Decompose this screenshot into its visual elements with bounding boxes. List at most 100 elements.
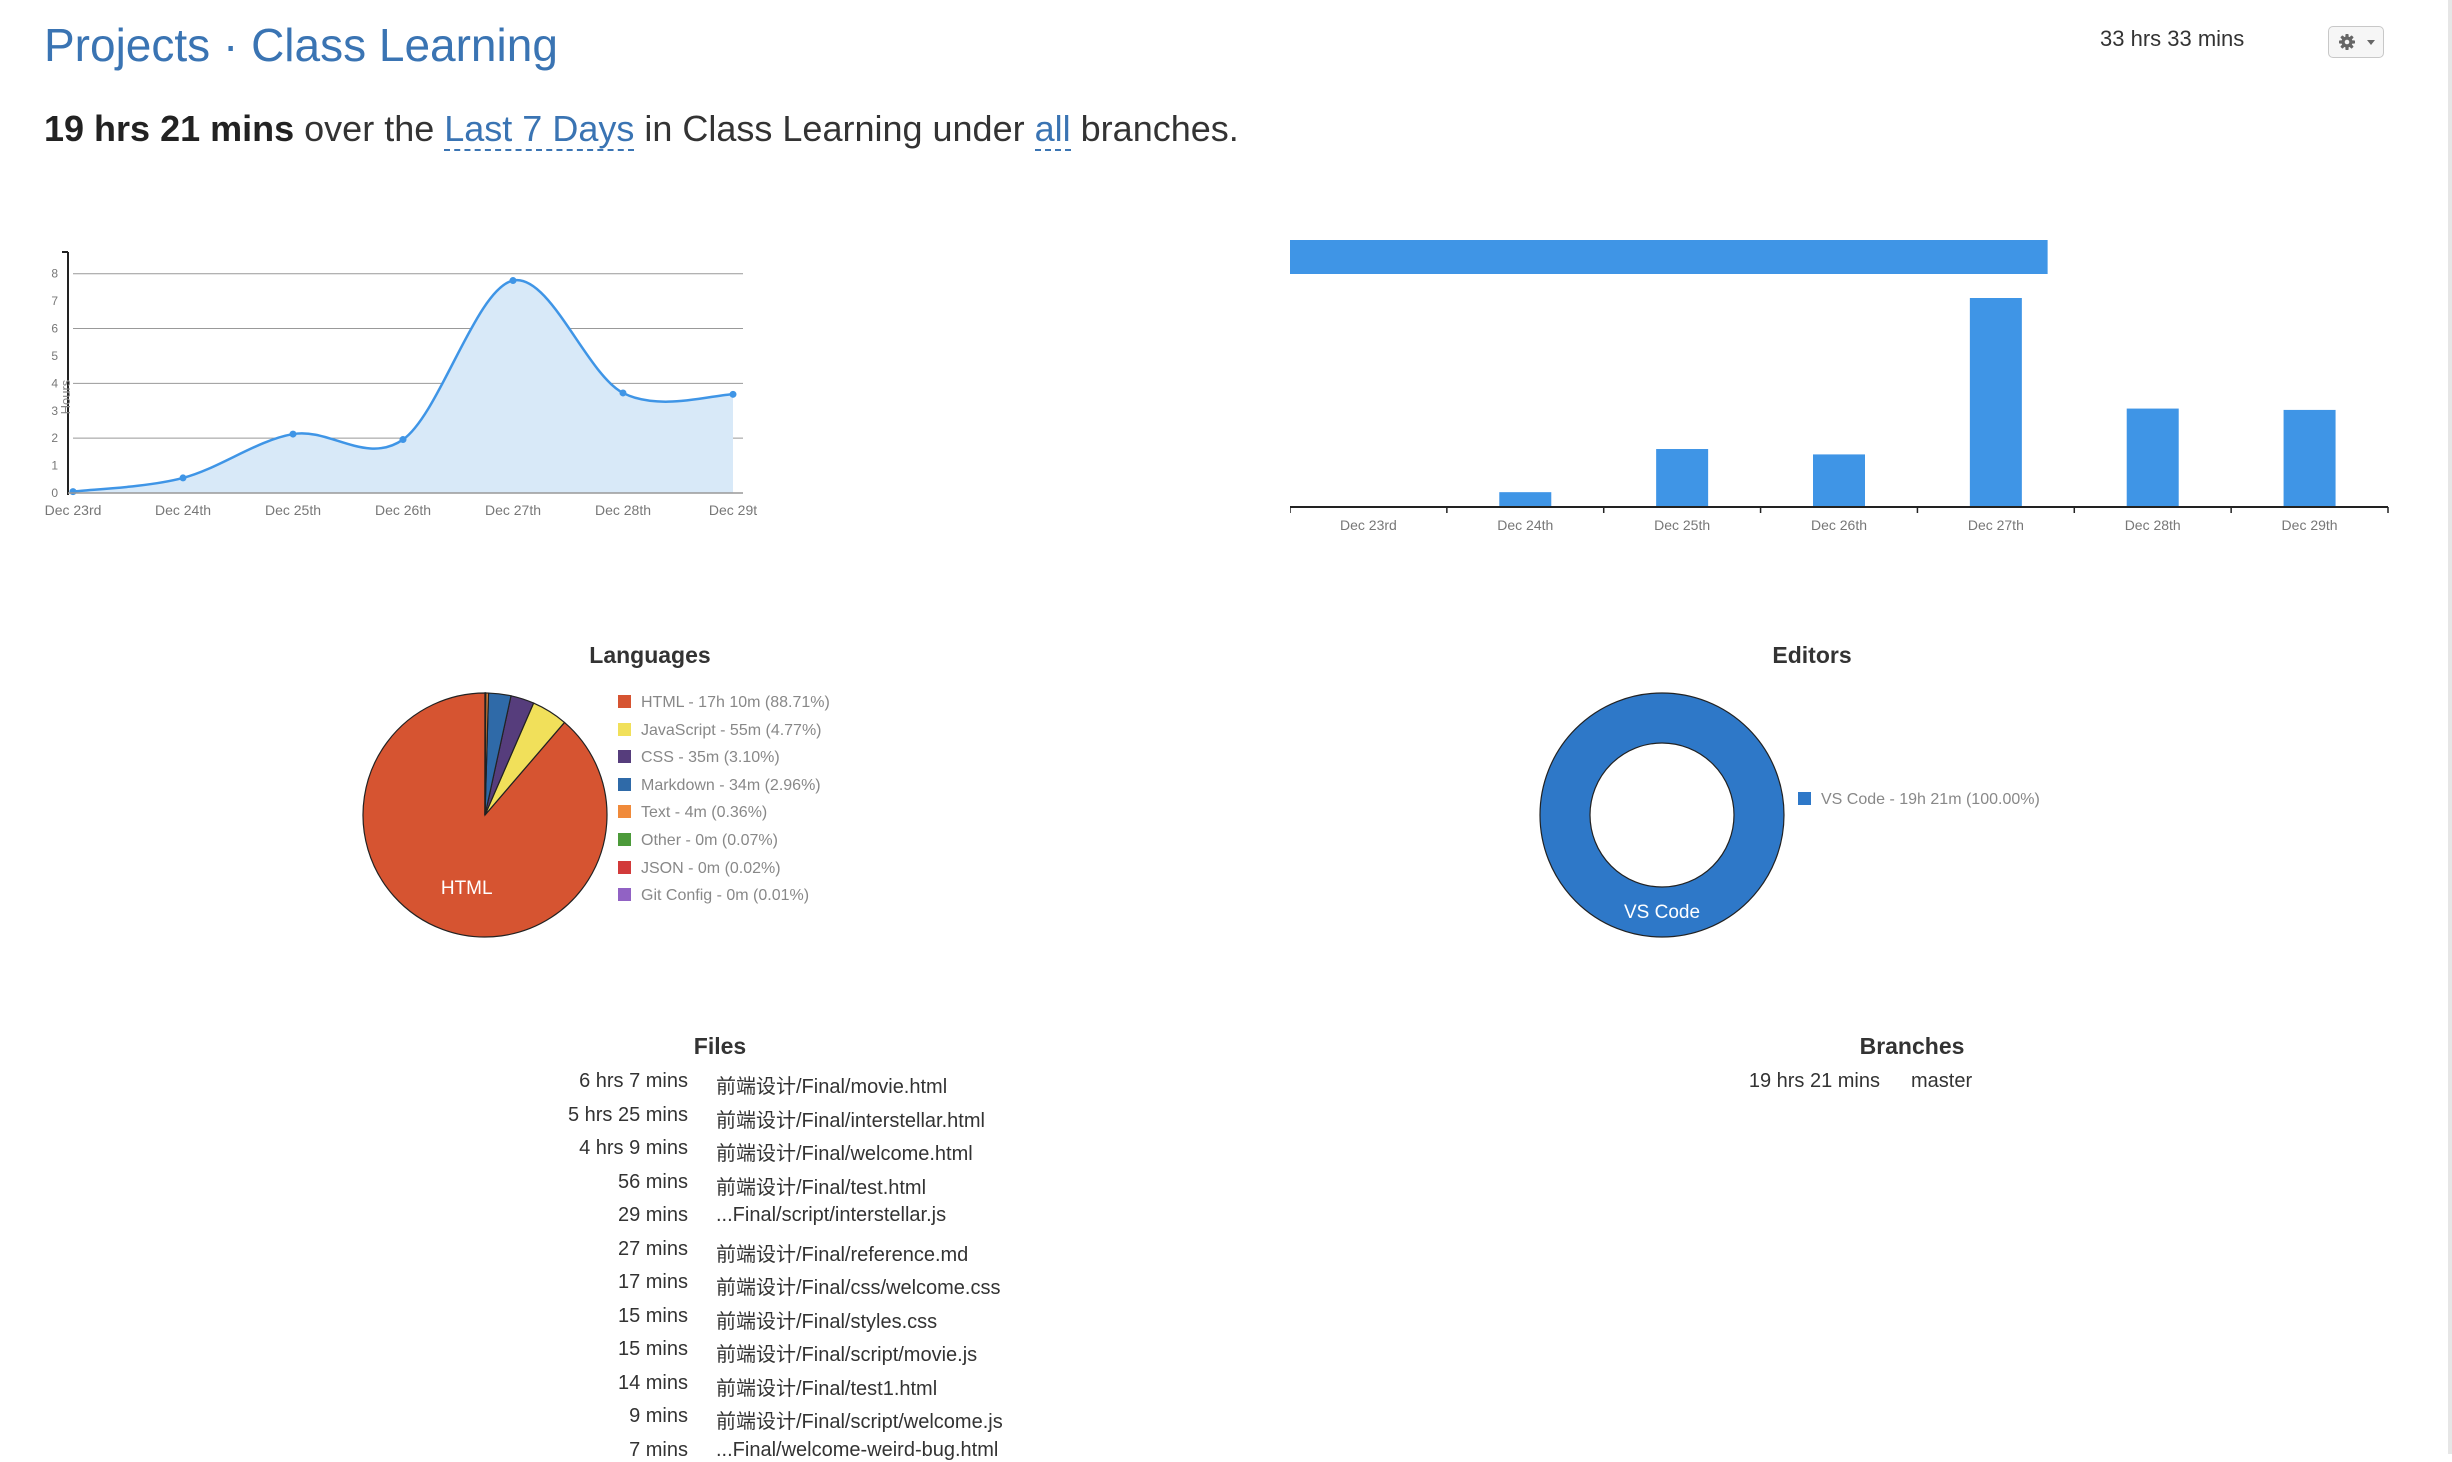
file-path[interactable]: 前端设计/Final/reference.md xyxy=(716,1238,968,1267)
x-tick-label: Dec 26th xyxy=(375,502,431,518)
y-tick-label: 6 xyxy=(51,322,58,336)
legend-swatch xyxy=(618,750,631,763)
summary-duration: 19 hrs 21 mins xyxy=(44,108,294,149)
file-duration: 29 mins xyxy=(520,1204,688,1227)
legend-label: HTML - 17h 10m (88.71%) xyxy=(641,694,830,711)
file-path[interactable]: 前端设计/Final/css/welcome.css xyxy=(716,1271,1001,1300)
y-tick-label: 5 xyxy=(51,349,58,363)
file-duration: 9 mins xyxy=(520,1405,688,1428)
y-axis-label: Hours xyxy=(58,379,73,414)
x-tick-label: Dec 24th xyxy=(1497,517,1553,533)
x-tick-label: Dec 27th xyxy=(485,502,541,518)
file-path[interactable]: ...Final/script/interstellar.js xyxy=(716,1204,946,1227)
page-title[interactable]: Projects · Class Learning xyxy=(44,18,558,72)
file-path[interactable]: 前端设计/Final/interstellar.html xyxy=(716,1104,985,1133)
summary-text-end: branches. xyxy=(1081,108,1239,149)
file-path[interactable]: 前端设计/Final/styles.css xyxy=(716,1305,937,1334)
files-title: Files xyxy=(570,1033,870,1060)
legend-label: Markdown - 34m (2.96%) xyxy=(641,777,821,794)
x-tick-label: Dec 26th xyxy=(1811,517,1867,533)
summary-bar xyxy=(1290,240,2048,274)
file-duration: 4 hrs 9 mins xyxy=(520,1137,688,1160)
x-tick-label: Dec 27th xyxy=(1968,517,2024,533)
summary-text-over: over the xyxy=(304,108,434,149)
donut-slice-label: VS Code xyxy=(1624,902,1700,923)
y-tick-label: 8 xyxy=(51,267,58,281)
file-path[interactable]: 前端设计/Final/script/welcome.js xyxy=(716,1405,1003,1434)
caret-down-icon xyxy=(2367,40,2375,45)
donut-hole xyxy=(1590,743,1734,887)
legend-label: JavaScript - 55m (4.77%) xyxy=(641,722,822,739)
legend-item: Text - 4m (0.36%) xyxy=(618,804,767,822)
file-path[interactable]: ...Final/welcome-weird-bug.html xyxy=(716,1439,998,1462)
legend-item: HTML - 17h 10m (88.71%) xyxy=(618,694,830,712)
legend-label: Other - 0m (0.07%) xyxy=(641,832,778,849)
bar-4 xyxy=(1970,298,2022,507)
data-point-6 xyxy=(730,391,737,398)
legend-item: Markdown - 34m (2.96%) xyxy=(618,777,821,795)
data-point-2 xyxy=(290,431,297,438)
legend-swatch xyxy=(618,778,631,791)
editors-title: Editors xyxy=(1662,642,1962,669)
file-duration: 56 mins xyxy=(520,1171,688,1194)
file-path[interactable]: 前端设计/Final/test.html xyxy=(716,1171,926,1200)
data-point-0 xyxy=(70,488,77,495)
branches-selector[interactable]: all xyxy=(1035,108,1071,151)
x-tick-label: Dec 25th xyxy=(1654,517,1710,533)
file-path[interactable]: 前端设计/Final/script/movie.js xyxy=(716,1338,977,1367)
bar-6 xyxy=(2284,410,2336,507)
legend-label: VS Code - 19h 21m (100.00%) xyxy=(1821,791,2040,808)
breadcrumb-projects[interactable]: Projects xyxy=(44,19,210,71)
bar-2 xyxy=(1656,449,1708,507)
legend-swatch xyxy=(1798,792,1811,805)
data-point-3 xyxy=(400,436,407,443)
x-tick-label: Dec 28th xyxy=(595,502,651,518)
file-path[interactable]: 前端设计/Final/test1.html xyxy=(716,1372,937,1401)
file-path[interactable]: 前端设计/Final/welcome.html xyxy=(716,1137,973,1166)
editors-legend: VS Code - 19h 21m (100.00%) xyxy=(1798,791,2040,809)
settings-button[interactable] xyxy=(2328,26,2384,58)
legend-item: Other - 0m (0.07%) xyxy=(618,832,778,850)
x-tick-label: Dec 23rd xyxy=(1340,517,1397,533)
legend-swatch xyxy=(618,888,631,901)
x-tick-label: Dec 23rd xyxy=(45,502,102,518)
file-duration: 5 hrs 25 mins xyxy=(520,1104,688,1127)
legend-item: CSS - 35m (3.10%) xyxy=(618,749,780,767)
branch-duration: 19 hrs 21 mins xyxy=(1700,1070,1880,1093)
legend-item: JSON - 0m (0.02%) xyxy=(618,860,781,878)
legend-swatch xyxy=(618,695,631,708)
daily-bar-chart: Dec 23rd Dec 24th Dec 25th Dec 26th Dec 27th… xyxy=(1290,240,2420,570)
languages-title: Languages xyxy=(500,642,800,669)
bar-1 xyxy=(1499,492,1551,507)
summary-sentence: 19 hrs 21 mins over the Last 7 Days in C… xyxy=(44,108,1239,150)
data-point-1 xyxy=(180,474,187,481)
area-fill xyxy=(73,280,733,493)
legend-label: JSON - 0m (0.02%) xyxy=(641,860,781,877)
y-tick-label: 1 xyxy=(51,459,58,473)
languages-pie-chart: HTML xyxy=(355,685,615,945)
file-duration: 14 mins xyxy=(520,1372,688,1395)
total-time: 33 hrs 33 mins xyxy=(2100,26,2244,52)
pie-slice-label: HTML xyxy=(441,878,493,899)
file-duration: 17 mins xyxy=(520,1271,688,1294)
legend-swatch xyxy=(618,805,631,818)
legend-label: Text - 4m (0.36%) xyxy=(641,804,767,821)
y-tick-label: 2 xyxy=(51,431,58,445)
bar-3 xyxy=(1813,454,1865,507)
range-selector[interactable]: Last 7 Days xyxy=(444,108,634,151)
x-tick-label: Dec 29t xyxy=(709,502,757,518)
y-tick-label: 0 xyxy=(51,486,58,500)
branch-name[interactable]: master xyxy=(1911,1070,1972,1093)
breadcrumb-separator: · xyxy=(223,19,238,71)
file-path[interactable]: 前端设计/Final/movie.html xyxy=(716,1070,947,1099)
legend-swatch xyxy=(618,723,631,736)
x-tick-label: Dec 29th xyxy=(2282,517,2338,533)
legend-item: Git Config - 0m (0.01%) xyxy=(618,887,809,905)
scrollbar-track[interactable] xyxy=(2448,0,2452,1454)
bar-5 xyxy=(2127,409,2179,507)
editors-donut-chart: VS Code xyxy=(1532,685,1792,945)
branches-list: 19 hrs 21 mins master xyxy=(1700,1070,2100,1110)
breadcrumb-project-name[interactable]: Class Learning xyxy=(251,19,558,71)
